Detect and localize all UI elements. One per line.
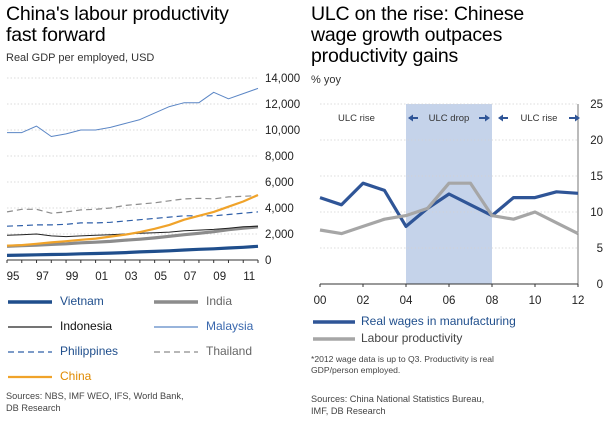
annotation-ulc-drop: ULC drop [429,113,470,124]
y-tick-label: 15 [590,171,603,183]
series-line-vietnam [6,244,259,257]
y-tick-label: 12,000 [265,99,300,111]
left-chart: 0 2,000 4,000 6,000 8,000 10,000 12,000 14,000 9… [6,73,300,283]
x-tick-label: 02 [357,295,370,307]
x-tick-label: 99 [66,271,79,283]
legend-swatch [8,351,52,353]
arrow-right-icon [485,114,490,122]
y-tick-label: 0 [265,255,271,267]
legend-item-real-wages-in-manufacturing: Real wages in manufacturing [311,314,606,330]
x-tick-label: 03 [125,271,138,283]
legend-item-philippines: Philippines [6,344,156,360]
left-sources: Sources: NBS, IMF WEO, IFS, World Bank, … [6,390,184,414]
arrow-right-icon [575,114,580,122]
series-line-india [6,225,259,248]
right-title-line-2: wage growth outpaces [311,24,503,46]
legend-label: Labour productivity [361,331,463,345]
right-title: ULC on the rise: Chinese wage growth out… [311,4,524,67]
right-sources-line-1: Sources: China National Statistics Burea… [311,394,485,404]
series-line-labour-productivity [319,181,579,236]
legend-swatch [8,326,52,328]
legend-item-indonesia: Indonesia [6,319,156,335]
y-tick-label: 10,000 [265,125,300,137]
legend-swatch [8,375,52,379]
x-tick-label: 11 [243,271,255,283]
y-tick-label: 14,000 [265,73,300,85]
legend-label: Real wages in manufacturing [361,314,516,328]
x-tick-label: 09 [213,271,226,283]
x-tick-label: 00 [314,295,327,307]
legend-item-china: China [6,369,156,385]
legend-label: India [206,294,233,308]
right-footnote-line-2: GDP/person employed. [311,365,401,375]
series-line-real-wages-in-manufacturing [319,181,579,228]
right-sources-line-2: IMF, DB Research [311,406,386,416]
arrow-left-icon [408,114,413,122]
arrow-left-icon [498,114,503,122]
y-tick-label: 4,000 [265,203,294,215]
x-tick-label: 06 [443,295,456,307]
legend-label: Thailand [206,344,253,358]
legend-label: China [60,369,92,383]
right-sources: Sources: China National Statistics Burea… [311,393,484,417]
series-line-malaysia [7,87,259,137]
left-sources-line-2: DB Research [6,403,61,413]
y-tick-label: 6,000 [265,177,294,189]
legend-swatch [313,320,355,324]
legend-item-india: India [152,294,302,310]
legend-swatch [8,300,52,304]
series-line-philippines [6,211,259,227]
legend-swatch [154,300,198,304]
y-tick-label: 10 [590,207,603,219]
legend-item-labour-productivity: Labour productivity [311,331,606,347]
legend-swatch [154,351,198,353]
right-subtitle: % yoy [311,74,341,86]
right-chart: 0 5 10 15 20 25 00 02 04 06 08 10 12 ULC rise ULC drop… [314,99,603,307]
legend-swatch [154,326,198,328]
right-title-line-1: ULC on the rise: Chinese [311,3,525,25]
right-footnote-line-1: *2012 wage data is up to Q3. Productivit… [311,354,494,364]
y-tick-label: 5 [597,243,603,255]
y-tick-label: 25 [590,99,603,111]
x-tick-label: 10 [529,295,542,307]
legend-item-vietnam: Vietnam [6,294,156,310]
y-tick-label: 0 [597,279,603,291]
series-line-thailand [6,195,259,214]
x-tick-label: 97 [36,271,49,283]
legend-label: Indonesia [60,319,113,333]
annotation-ulc-rise-1: ULC rise [338,113,375,124]
y-tick-label: 20 [590,135,603,147]
legend-label: Vietnam [60,294,104,308]
left-title: China's labour productivity fast forward [6,4,229,46]
x-tick-label: 07 [184,271,197,283]
legend-label: Malaysia [206,319,254,333]
x-tick-label: 95 [7,271,20,283]
legend-item-malaysia: Malaysia [152,319,302,335]
x-tick-label: 12 [572,295,585,307]
x-tick-label: 05 [154,271,167,283]
left-sources-line-1: Sources: NBS, IMF WEO, IFS, World Bank, [6,391,184,401]
legend-item-thailand: Thailand [152,344,302,360]
y-tick-label: 8,000 [265,151,294,163]
legend-label: Philippines [60,344,119,358]
left-subtitle: Real GDP per employed, USD [6,52,155,64]
series-line-china [6,193,259,247]
left-title-line-1: China's labour productivity [6,3,229,25]
right-footnote: *2012 wage data is up to Q3. Productivit… [311,354,494,376]
x-tick-label: 04 [400,295,413,307]
annotation-ulc-rise-2: ULC rise [521,113,558,124]
x-tick-label: 01 [95,271,108,283]
y-tick-label: 2,000 [265,229,294,241]
left-title-line-2: fast forward [6,24,106,46]
x-tick-label: 08 [486,295,499,307]
right-title-line-3: productivity gains [311,45,459,67]
legend-swatch [313,337,355,341]
